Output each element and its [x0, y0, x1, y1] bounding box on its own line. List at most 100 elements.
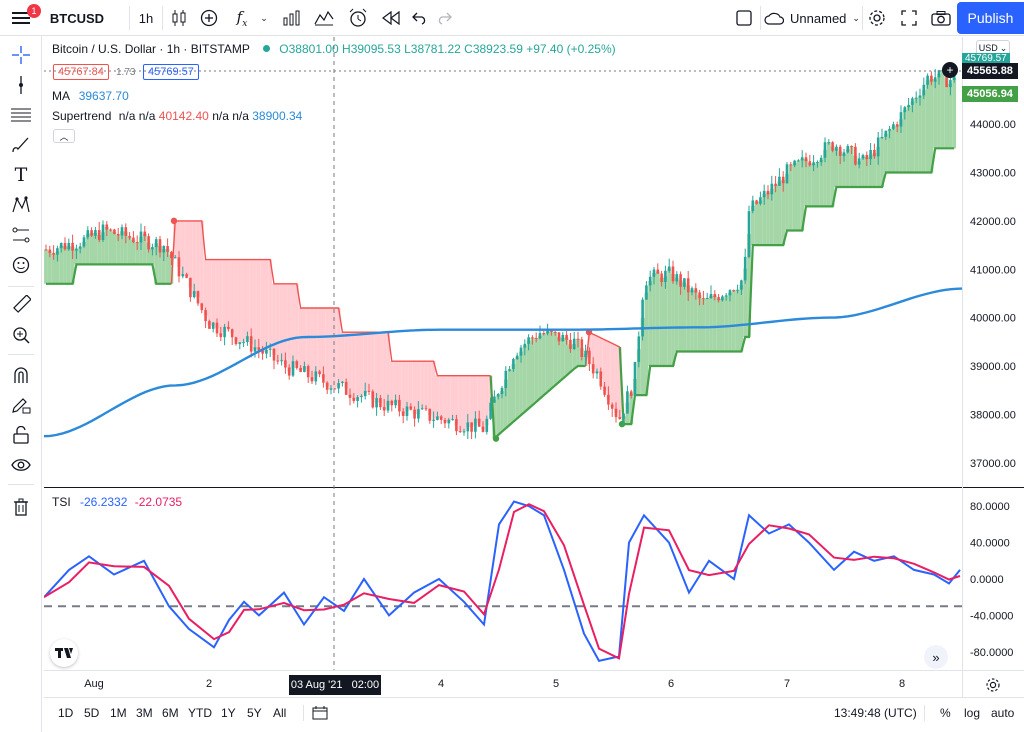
financials-button[interactable] — [278, 0, 306, 36]
supertrend-fill-band — [340, 332, 345, 383]
snapshot-button[interactable] — [928, 0, 954, 36]
candle-body — [470, 422, 473, 432]
remove-drawings-tool[interactable] — [0, 492, 42, 522]
candle-body — [873, 149, 876, 157]
fullscreen-button[interactable] — [896, 0, 922, 36]
supertrend-fill-band — [731, 290, 736, 352]
clock[interactable]: 13:49:48 (UTC) — [834, 706, 917, 720]
chart-area[interactable]: 44000.00 43000.00 42000.00 41000.00 40000.00… — [44, 37, 1024, 697]
tsi-tick-label: 40.0000 — [970, 538, 1010, 550]
scroll-to-realtime-button[interactable]: » — [924, 645, 948, 669]
layout-button[interactable]: Unnamed ⌄ — [764, 0, 860, 36]
candle-body — [253, 347, 257, 352]
compare-button[interactable] — [196, 0, 222, 36]
range-button-all[interactable]: All — [273, 706, 287, 720]
candle-body — [610, 404, 614, 409]
publish-button[interactable]: Publish — [957, 2, 1024, 34]
candle-body — [451, 419, 454, 421]
undo-button[interactable] — [408, 0, 432, 36]
crosshair-tool[interactable] — [0, 40, 42, 70]
magnet-tool[interactable] — [0, 360, 42, 390]
add-alert-button[interactable]: + — [942, 62, 958, 78]
last-price-label: 45565.88 — [962, 63, 1018, 79]
candle-body — [724, 295, 728, 297]
supertrend-fill-band — [629, 393, 634, 425]
trend-line-tool[interactable] — [0, 70, 42, 100]
percent-scale-toggle[interactable]: % — [940, 706, 951, 720]
range-button-ytd[interactable]: YTD — [188, 706, 212, 720]
supertrend-fill-band — [477, 375, 482, 423]
goto-date-button[interactable] — [309, 698, 331, 728]
range-button-1m[interactable]: 1M — [110, 706, 127, 720]
fullscreen-toggle[interactable] — [730, 0, 758, 36]
candle-body — [306, 366, 310, 378]
tsi-label: TSI — [52, 495, 71, 509]
tsi-legend[interactable]: TSI -26.2332 -22.0735 — [52, 495, 182, 509]
candle-body — [637, 336, 641, 362]
candle-body — [508, 369, 511, 371]
replay-button[interactable] — [378, 0, 404, 36]
interval-button[interactable]: 1h — [138, 10, 154, 26]
currency-selector[interactable]: USD ⌄ — [976, 40, 1010, 56]
supertrend-label: Supertrend — [52, 109, 112, 123]
templates-button[interactable] — [310, 0, 338, 36]
smiley-icon — [12, 256, 30, 274]
symbol-title[interactable]: Bitcoin / U.S. Dollar · 1h · BITSTAMP — [52, 42, 250, 56]
range-button-1y[interactable]: 1Y — [221, 706, 236, 720]
supertrend-fill-band — [891, 126, 896, 173]
redo-button[interactable] — [432, 0, 456, 36]
supertrend-fill-band — [192, 220, 197, 295]
chart-type-button[interactable] — [166, 0, 192, 36]
candle-body — [648, 276, 652, 286]
text-tool[interactable]: T — [0, 160, 42, 190]
supertrend-fill-band — [112, 231, 117, 265]
candle-body — [413, 409, 416, 419]
lock-drawings-tool[interactable] — [0, 420, 42, 450]
supertrend-fill-band — [735, 290, 740, 352]
candle-body — [622, 413, 625, 419]
candle-body — [797, 160, 800, 162]
buy-price-button[interactable]: 45769.57 — [143, 64, 199, 80]
candle-body — [732, 290, 736, 292]
indicators-button[interactable]: fx — [228, 0, 256, 36]
supertrend-fill-band — [427, 361, 432, 415]
pattern-tool[interactable] — [0, 190, 42, 220]
chart-settings-button[interactable] — [982, 675, 1004, 695]
range-button-3m[interactable]: 3M — [136, 706, 153, 720]
collapse-legend-button[interactable]: ︿ — [53, 129, 75, 143]
price-tick-label: 44000.00 — [970, 119, 1016, 131]
stay-drawing-tool[interactable] — [0, 390, 42, 420]
hide-drawings-tool[interactable] — [0, 450, 42, 480]
supertrend-fill-band — [127, 236, 132, 265]
range-button-6m[interactable]: 6M — [162, 706, 179, 720]
supertrend-fill-band — [872, 153, 877, 187]
chart-canvas[interactable]: 44000.00 43000.00 42000.00 41000.00 40000.00… — [44, 37, 1024, 697]
candle-body — [614, 408, 618, 418]
settings-button[interactable] — [864, 0, 890, 36]
supertrend-legend[interactable]: Supertrend n/a n/a 40142.40 n/a n/a 3890… — [52, 109, 302, 123]
price-tick-label: 43000.00 — [970, 167, 1016, 179]
auto-scale-toggle[interactable]: auto — [991, 706, 1015, 720]
candle-body — [793, 160, 796, 166]
zoom-tool[interactable] — [0, 320, 42, 350]
menu-button[interactable] — [6, 0, 36, 36]
ruler-tool[interactable] — [0, 290, 42, 320]
tradingview-logo[interactable] — [50, 639, 78, 667]
prediction-tool[interactable] — [0, 220, 42, 250]
alert-button[interactable] — [344, 0, 372, 36]
ma-label: MA — [52, 89, 70, 103]
supertrend-fill-band — [336, 307, 341, 386]
chevron-down-icon[interactable]: ⌄ — [260, 12, 268, 23]
range-button-5y[interactable]: 5Y — [247, 706, 262, 720]
ma-legend[interactable]: MA 39637.70 — [52, 89, 129, 103]
fib-tool[interactable] — [0, 100, 42, 130]
supertrend-fill-band — [63, 246, 67, 284]
log-scale-toggle[interactable]: log — [964, 706, 981, 720]
icon-tool[interactable] — [0, 250, 42, 280]
sell-price-button[interactable]: 45767.84 — [53, 64, 109, 80]
brush-tool[interactable] — [0, 130, 42, 160]
symbol-search-button[interactable]: BTCUSD — [49, 10, 105, 26]
range-button-1d[interactable]: 1D — [58, 706, 74, 720]
range-button-5d[interactable]: 5D — [84, 706, 100, 720]
supertrend-fill-band — [150, 248, 155, 265]
